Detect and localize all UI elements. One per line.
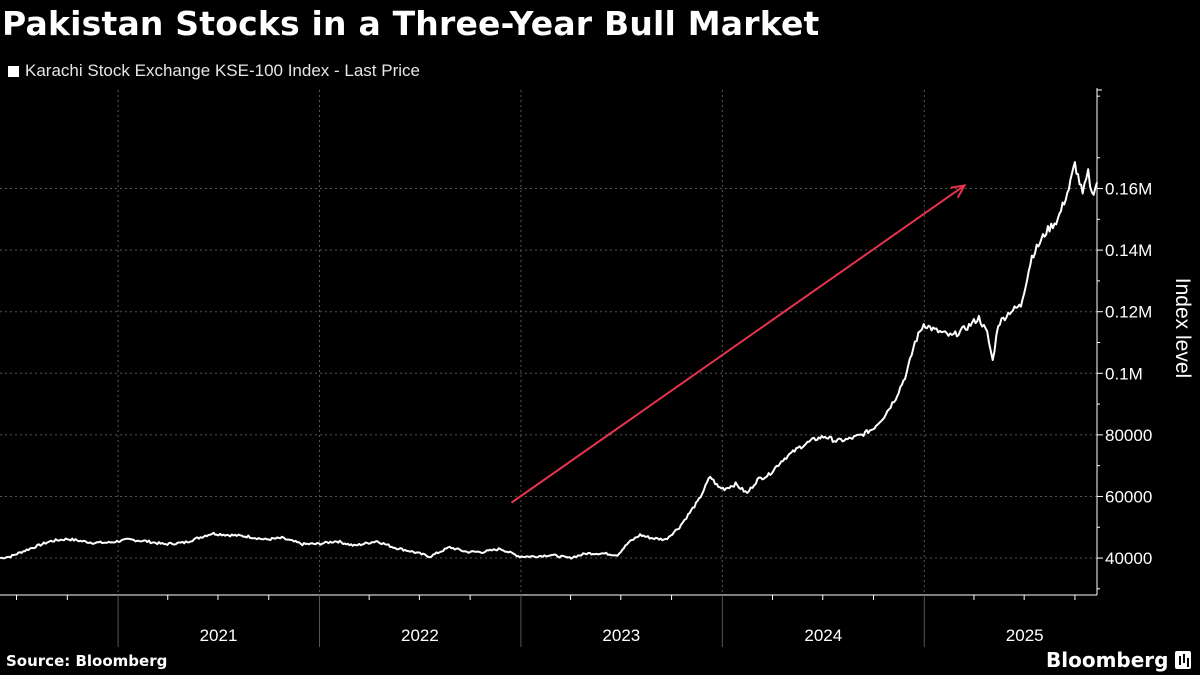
y-tick-label-3: 0.1M: [1105, 364, 1143, 383]
y-axis-title: Index level: [1171, 278, 1194, 378]
y-tick-label-0: 40000: [1105, 549, 1152, 568]
y-tick-label-5: 0.14M: [1105, 241, 1152, 260]
brand-name: Bloomberg: [1046, 648, 1169, 672]
x-tick-label-4: 2025: [1006, 626, 1044, 645]
trend-arrow-head: [950, 184, 967, 199]
chart-title: Pakistan Stocks in a Three-Year Bull Mar…: [2, 4, 820, 43]
bloomberg-terminal-icon: [1175, 651, 1192, 669]
legend: Karachi Stock Exchange KSE-100 Index - L…: [8, 61, 420, 81]
y-tick-label-2: 80000: [1105, 426, 1152, 445]
legend-swatch: [8, 65, 19, 77]
x-tick-label-0: 2021: [200, 626, 238, 645]
y-tick-label-1: 60000: [1105, 487, 1152, 506]
x-tick-label-3: 2024: [804, 626, 842, 645]
x-tick-label-2: 2023: [602, 626, 640, 645]
y-tick-label-4: 0.12M: [1105, 303, 1152, 322]
trend-arrow-line: [510, 184, 966, 504]
source-note: Source: Bloomberg: [6, 652, 168, 670]
x-tick-label-1: 2022: [401, 626, 439, 645]
y-tick-label-6: 0.16M: [1105, 180, 1152, 199]
brand-logo: Bloomberg: [1046, 648, 1192, 672]
series-line-kse100: [0, 161, 1098, 560]
legend-label: Karachi Stock Exchange KSE-100 Index - L…: [25, 61, 420, 80]
